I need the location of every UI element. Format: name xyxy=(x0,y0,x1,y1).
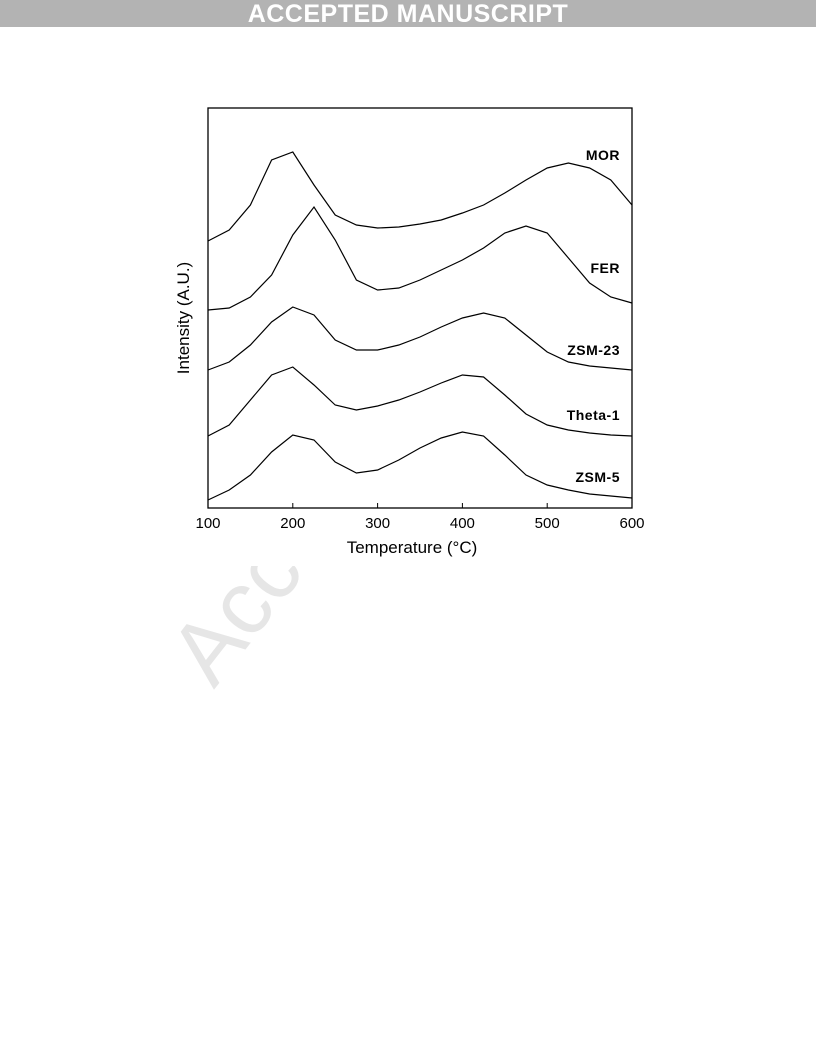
x-tick-label: 600 xyxy=(619,515,644,532)
x-tick-label: 500 xyxy=(535,515,560,532)
series-line xyxy=(207,306,633,371)
series-label: Theta-1 xyxy=(567,407,620,423)
x-axis-label: Temperature (°C) xyxy=(347,538,478,557)
banner: ACCEPTED MANUSCRIPT xyxy=(0,0,816,28)
series-line xyxy=(207,205,633,311)
x-tick-label: 300 xyxy=(365,515,390,532)
series-label: MOR xyxy=(586,147,620,163)
x-tick-label: 400 xyxy=(450,515,475,532)
series-label: ZSM-5 xyxy=(576,469,621,485)
x-tick-label: 100 xyxy=(195,515,220,532)
series-label: FER xyxy=(591,260,621,276)
plot-area xyxy=(196,96,646,566)
plot-frame xyxy=(207,107,633,509)
series-label: ZSM-23 xyxy=(567,342,620,358)
series-line xyxy=(207,431,633,501)
series-line xyxy=(207,151,633,242)
x-tick-label: 200 xyxy=(280,515,305,532)
y-axis-label: Intensity (A.U.) xyxy=(174,262,193,374)
series-line xyxy=(207,366,633,437)
